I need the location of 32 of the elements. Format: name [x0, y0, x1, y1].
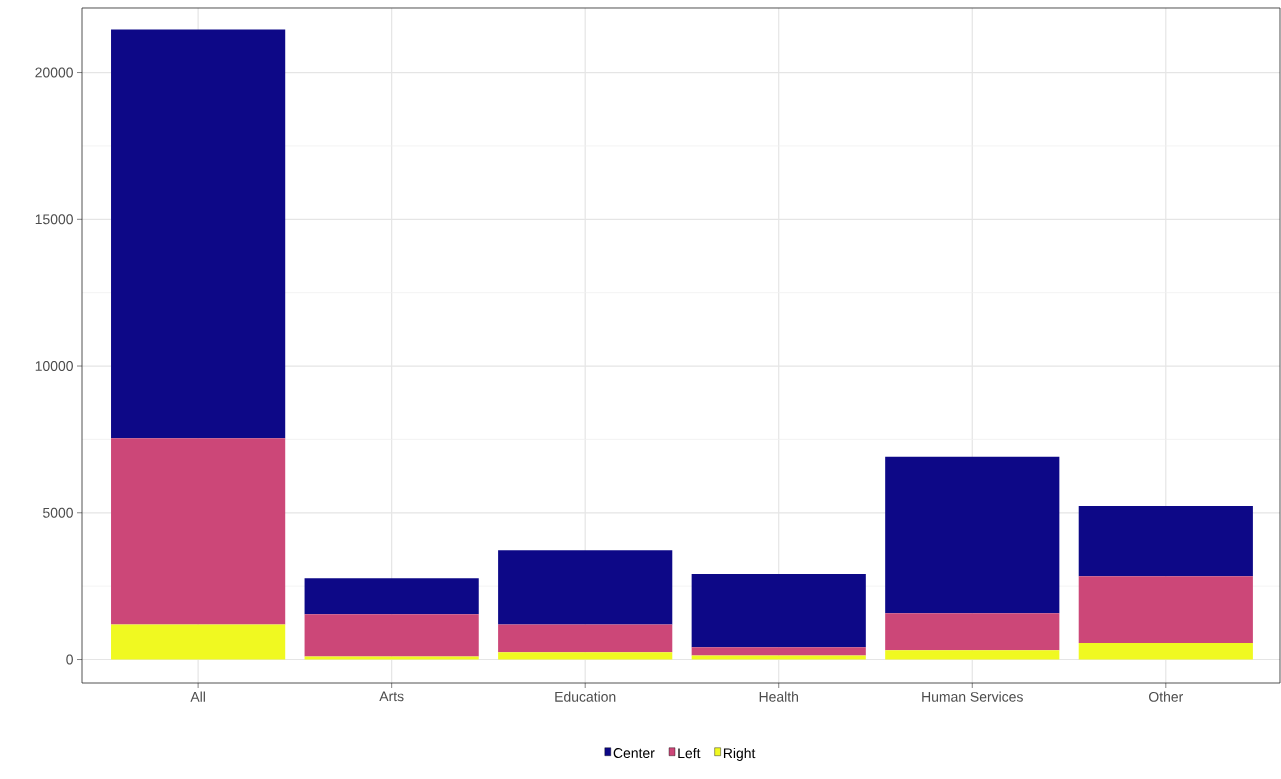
y-tick-label: 10000	[35, 361, 73, 371]
x-tick-label: Other	[1149, 691, 1184, 702]
bar	[498, 550, 673, 625]
bar	[691, 574, 866, 648]
bar	[498, 624, 673, 653]
x-tick-label: Human Services	[922, 691, 1023, 702]
y-tick-label: 5000	[43, 507, 73, 518]
bar	[304, 578, 479, 615]
y-tick-label: 20000	[35, 67, 73, 78]
legend-label: Left	[678, 747, 701, 759]
bar	[691, 647, 866, 656]
y-tick-label: 0	[66, 654, 73, 665]
bar	[1078, 506, 1253, 577]
legend-label: Right	[723, 747, 756, 761]
bar	[885, 613, 1060, 651]
bar	[111, 438, 286, 625]
bar	[885, 456, 1060, 614]
bar	[304, 656, 479, 660]
x-tick-label: Education	[555, 691, 616, 702]
x-tick-label: Health	[759, 691, 798, 702]
y-tick-label: 15000	[35, 214, 73, 225]
x-tick-label: Arts	[379, 691, 404, 702]
bar	[304, 614, 479, 657]
legend-label: Center	[613, 748, 655, 758]
bar	[1078, 576, 1253, 644]
bar	[1078, 643, 1253, 660]
bar	[111, 624, 286, 660]
bar	[885, 650, 1060, 660]
x-tick-label: All	[190, 691, 205, 702]
bar	[111, 29, 286, 439]
bar	[498, 652, 673, 660]
bar	[691, 655, 866, 660]
